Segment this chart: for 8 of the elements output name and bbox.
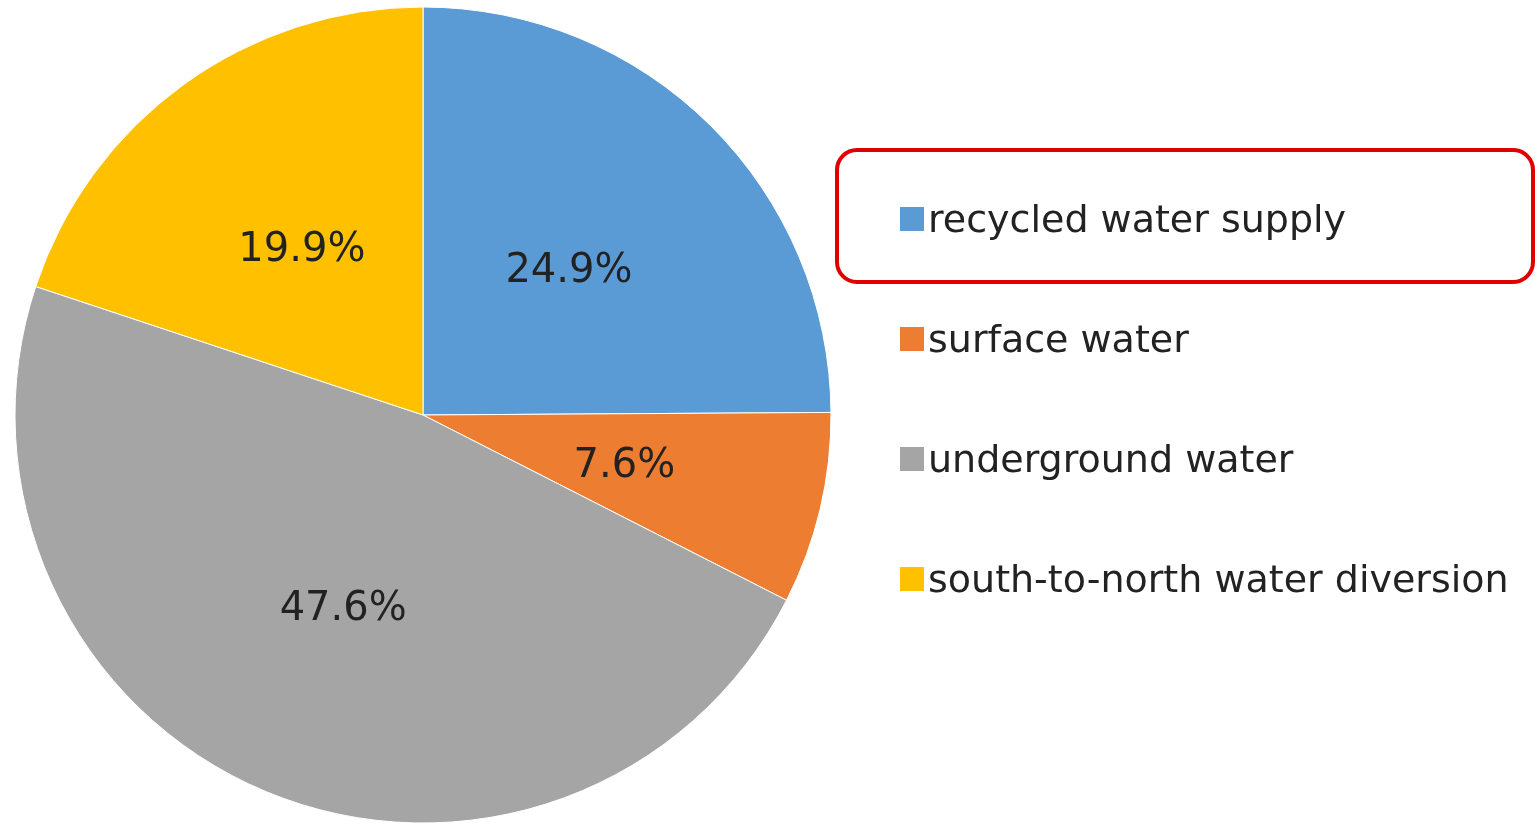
legend-label: underground water	[928, 437, 1294, 481]
data-label: 47.6%	[279, 582, 407, 629]
data-label: 24.9%	[505, 245, 633, 292]
legend-label: recycled water supply	[928, 197, 1347, 241]
data-label: 19.9%	[238, 224, 366, 271]
legend-label: surface water	[928, 317, 1190, 361]
data-label: 7.6%	[573, 439, 676, 486]
legend-label: south-to-north water diversion	[928, 557, 1509, 601]
